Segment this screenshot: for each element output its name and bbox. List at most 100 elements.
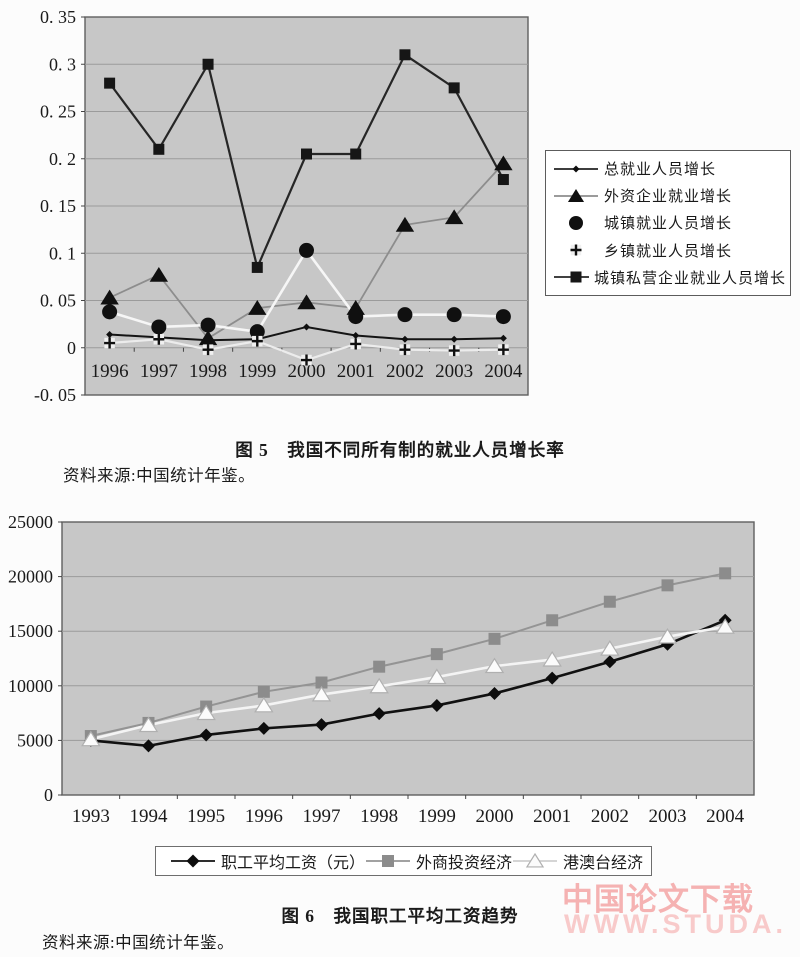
legend-item: 城镇就业人员增长 (553, 212, 786, 233)
x-tick-label: 1997 (303, 806, 341, 827)
data-point-plus (202, 344, 214, 356)
data-point-triangle (149, 266, 169, 282)
data-point-triangle (196, 704, 216, 721)
legend-label: 职工平均工资（元） (221, 855, 366, 872)
series-line-square (90, 572, 726, 738)
data-point-diamond (303, 323, 310, 331)
data-point-diamond (315, 718, 328, 732)
data-point-triangle (81, 730, 101, 747)
data-point-circle (200, 317, 216, 333)
x-tick-label: 2001 (337, 361, 375, 382)
y-tick-label: 0. 05 (40, 291, 76, 311)
data-point-triangle (484, 657, 505, 674)
data-point-diamond (352, 331, 360, 339)
data-point-diamond (545, 671, 559, 685)
data-point-diamond (142, 739, 155, 753)
data-point-circle (348, 309, 364, 325)
data-point-diamond (572, 165, 580, 173)
x-tick-label: 2002 (386, 361, 424, 382)
figure5-legend: 总就业人员增长 外资企业就业增长 城镇就业人员增长 乡镇就业人员增长 城镇私营企业就业人… (545, 150, 791, 296)
data-point-diamond (199, 728, 213, 742)
data-point-plus (104, 337, 116, 349)
data-point-square (382, 855, 395, 867)
data-point-diamond (430, 698, 444, 712)
data-point-diamond (106, 331, 114, 339)
x-tick-label: 1996 (91, 361, 129, 382)
legend-label: 乡镇就业人员增长 (604, 243, 733, 260)
data-point-triangle (254, 696, 274, 713)
data-point-diamond (488, 686, 501, 700)
data-point-square (202, 58, 214, 70)
x-tick-label: 2000 (476, 806, 514, 827)
x-tick-label: 1999 (418, 806, 456, 827)
legend-marker-diamond-icon (171, 854, 215, 868)
data-point-triangle (138, 716, 159, 733)
data-point-triangle (715, 618, 735, 634)
data-point-square (430, 648, 443, 661)
data-point-triangle (100, 289, 119, 305)
data-point-square (373, 660, 386, 673)
data-point-diamond (603, 655, 617, 669)
figure6-caption: 图 6 我国职工平均工资趋势 (281, 906, 519, 926)
data-point-square (257, 685, 270, 698)
data-point-circle (397, 307, 413, 323)
legend-marker-square-icon (554, 271, 589, 283)
data-point-plus (301, 354, 312, 366)
series-line-diamond (90, 619, 726, 748)
x-tick-label: 1999 (238, 361, 276, 382)
data-point-diamond (450, 335, 458, 343)
data-point-triangle (525, 853, 545, 868)
watermark-line2: WWW.STUDA. (564, 909, 787, 939)
data-point-circle (249, 324, 265, 340)
data-point-diamond (499, 334, 507, 342)
x-tick-label: 1998 (360, 806, 398, 827)
y-tick-label: 20000 (8, 567, 53, 587)
data-point-circle (102, 304, 118, 320)
y-tick-label: 0 (67, 338, 76, 358)
series-line-triangle (90, 625, 726, 741)
data-point-triangle (494, 155, 513, 171)
legend-label: 城镇就业人员增长 (604, 216, 733, 233)
x-tick-label: 2004 (484, 361, 523, 382)
x-tick-label: 1998 (189, 361, 227, 382)
legend-label: 外商投资经济 (416, 855, 513, 872)
data-point-diamond (372, 707, 386, 721)
x-tick-label: 2004 (706, 806, 745, 827)
x-tick-label: 2002 (591, 806, 629, 827)
legend-item: 乡镇就业人员增长 (553, 240, 786, 261)
data-point-diamond (401, 335, 409, 343)
data-point-square (603, 595, 616, 608)
x-tick-label: 2000 (288, 361, 326, 382)
figure6-legend: 职工平均工资（元） 外商投资经济 港澳台经济 (155, 846, 652, 876)
data-point-square (399, 49, 411, 61)
data-point-triangle (369, 677, 389, 694)
y-tick-label: -0. 05 (34, 385, 76, 405)
x-tick-label: 2003 (649, 806, 687, 827)
legend-marker-diamond-icon (554, 165, 598, 173)
data-point-circle (299, 242, 314, 258)
data-point-plus (350, 338, 362, 350)
data-point-triangle (542, 650, 562, 667)
data-point-square (104, 77, 116, 89)
data-point-diamond (186, 854, 200, 868)
legend-item: 总就业人员增长 (553, 158, 786, 179)
x-tick-label: 1997 (140, 361, 178, 382)
data-point-plus (570, 244, 582, 256)
y-tick-label: 0 (44, 785, 53, 805)
plot-area (61, 521, 755, 796)
legend-label: 城镇私营企业就业人员增长 (593, 270, 786, 287)
legend-item: 港澳台经济 (512, 849, 643, 873)
data-point-square (719, 567, 732, 580)
y-tick-label: 0. 1 (49, 243, 76, 263)
watermark-line1: 中国论文下载 (562, 882, 754, 917)
data-point-triangle (444, 209, 464, 225)
figure5-line-chart: 0. 35 0. 3 0. 25 0. 2 0. 15 0. 1 0. 05 0 -0. 05 1… (34, 7, 529, 405)
y-tick-label: 10000 (8, 676, 53, 696)
data-point-square (251, 261, 263, 273)
y-tick-label: 0. 2 (49, 149, 76, 169)
data-point-plus (497, 344, 509, 356)
data-point-circle (151, 319, 167, 335)
data-point-square (661, 579, 674, 592)
data-point-plus (153, 333, 165, 345)
